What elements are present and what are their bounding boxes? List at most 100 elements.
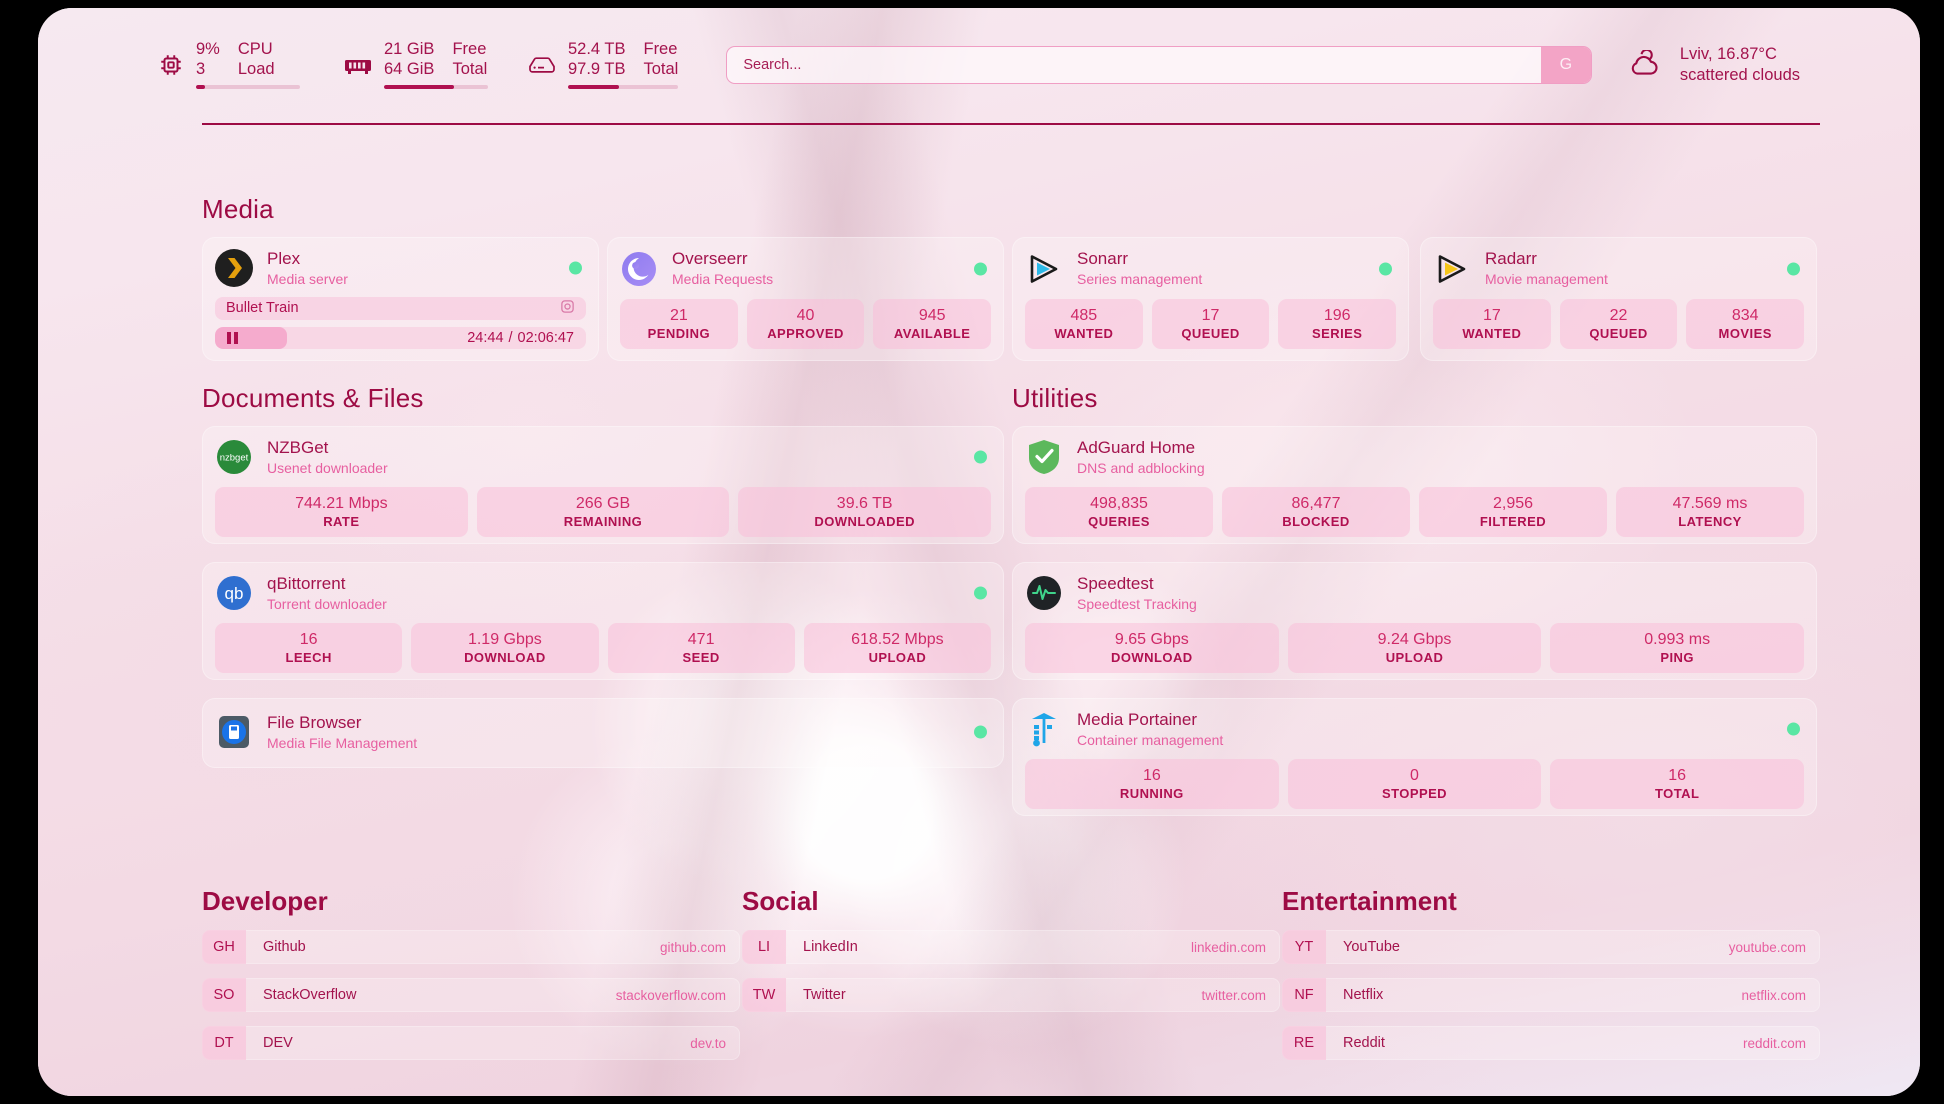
metric-available-value: 945 [918, 307, 946, 324]
sonarr-subtitle: Series management [1077, 271, 1203, 288]
memory-total-value: 64 GiB [384, 60, 435, 78]
service-card-speedtest[interactable]: Speedtest Speedtest Tracking 9.65 Gbps D… [1012, 562, 1817, 680]
metric-blocked-label: BLOCKED [1282, 514, 1350, 530]
section-title-media: Media [202, 194, 274, 224]
disk-labels: Free Total [643, 39, 678, 79]
metric-seed-value: 471 [687, 631, 715, 649]
bookmark-url: linkedin.com [1190, 939, 1266, 955]
dashboard-content: 9% 3 CPU Load [38, 8, 1920, 1096]
plex-now-playing-title: Bullet Train [226, 300, 299, 317]
metric-pending-value: 21 [669, 307, 688, 324]
metric-downloaded: 39.6 TB DOWNLOADED [738, 487, 992, 538]
sonarr-logo [1025, 250, 1063, 288]
metric-queued: 22 QUEUED [1559, 299, 1678, 349]
metric-movies-label: MOVIES [1718, 326, 1772, 341]
radarr-logo [1433, 250, 1471, 288]
metric-seed: 471 SEED [607, 623, 795, 674]
bookmark-linkedin[interactable]: LI LinkedIn linkedin.com [742, 930, 1280, 964]
service-card-plex[interactable]: Plex Media server Bullet Train 24:44 [202, 237, 599, 361]
metric-running: 16 RUNNING [1025, 759, 1279, 810]
service-card-adguard-home[interactable]: AdGuard Home DNS and adblocking 498,835 … [1012, 426, 1817, 544]
bookmark-dev[interactable]: DT DEV dev.to [202, 1026, 740, 1060]
cpu-usage-bar-fill [196, 85, 206, 90]
bookmark-netflix[interactable]: NF Netflix netflix.com [1282, 978, 1820, 1012]
metric-downloaded-label: DOWNLOADED [814, 514, 915, 530]
metric-available: 945 AVAILABLE [873, 299, 992, 349]
bookmark-abbr: LI [742, 930, 786, 964]
metric-running-label: RUNNING [1119, 786, 1184, 802]
nzbget-metrics: 744.21 Mbps RATE 266 GB REMAINING 39.6 T… [215, 487, 992, 538]
metric-upload-label: UPLOAD [868, 650, 927, 666]
metric-download: 1.19 Gbps DOWNLOAD [411, 623, 599, 674]
metric-upload-label: UPLOAD [1385, 650, 1444, 666]
metric-latency-value: 47.569 ms [1672, 495, 1748, 513]
bookmark-url: dev.to [690, 1035, 726, 1051]
metric-download-value: 9.65 Gbps [1114, 631, 1189, 649]
bookmark-twitter[interactable]: TW Twitter twitter.com [742, 978, 1280, 1012]
metric-movies-value: 834 [1731, 307, 1759, 324]
service-card-sonarr[interactable]: Sonarr Series management 485 WANTED 17 Q… [1012, 237, 1409, 361]
metric-filtered-value: 2,956 [1492, 495, 1534, 513]
weather-location-temperature: Lviv, 16.87°C [1679, 44, 1777, 63]
metric-total: 16 TOTAL [1550, 759, 1805, 810]
bookmark-group-title-developer: Developer [202, 886, 328, 916]
memory-label-free: Free [452, 39, 487, 58]
bookmark-abbr: DT [202, 1026, 246, 1060]
adguard-title: AdGuard Home [1077, 438, 1196, 457]
cast-icon[interactable] [560, 299, 575, 318]
search-bar[interactable]: G [726, 46, 1592, 84]
metric-wanted: 17 WANTED [1433, 299, 1551, 349]
metric-remaining-label: REMAINING [563, 514, 643, 530]
bookmark-youtube[interactable]: YT YouTube youtube.com [1282, 930, 1820, 964]
sonarr-metrics: 485 WANTED 17 QUEUED 196 SERIES [1025, 299, 1397, 349]
service-card-nzbget[interactable]: nzbget NZBGet Usenet downloader 744.21 M… [202, 426, 1004, 544]
bookmark-abbr: SO [202, 978, 246, 1012]
metric-wanted-value: 17 [1482, 307, 1501, 324]
plex-progress-bar[interactable]: 24:44 / 02:06:47 [215, 326, 586, 349]
plex-time-separator: / [508, 329, 513, 346]
metric-wanted-value: 485 [1070, 307, 1098, 324]
search-engine-button[interactable]: G [1540, 47, 1591, 83]
memory-labels: Free Total [452, 39, 487, 79]
bookmark-url: reddit.com [1742, 1035, 1806, 1051]
metric-leech: 16 LEECH [215, 623, 403, 674]
metric-movies: 834 MOVIES [1686, 299, 1805, 349]
disk-values: 52.4 TB 97.9 TB [568, 39, 625, 79]
metric-upload-value: 9.24 Gbps [1377, 631, 1452, 649]
weather-widget[interactable]: Lviv, 16.87°C scattered clouds [1626, 44, 1800, 87]
svg-text:qb: qb [225, 584, 244, 603]
cpu-stat-block: 9% 3 CPU Load [196, 39, 300, 91]
cpu-labels: CPU Load [238, 39, 275, 79]
speedtest-title: Speedtest [1077, 574, 1154, 593]
overseerr-subtitle: Media Requests [672, 271, 774, 288]
metric-available-label: AVAILABLE [893, 326, 971, 341]
cpu-values: 9% 3 [196, 39, 220, 79]
metric-wanted-label: WANTED [1462, 326, 1522, 341]
plex-subtitle: Media server [267, 271, 348, 288]
radarr-status-dot [1787, 262, 1800, 275]
service-card-file-browser[interactable]: File Browser Media File Management [202, 698, 1004, 768]
service-card-qbittorrent[interactable]: qb qBittorrent Torrent downloader 16 LEE… [202, 562, 1004, 680]
bookmark-group-title-entertainment: Entertainment [1282, 886, 1457, 916]
file-browser-logo [215, 713, 253, 751]
bookmark-abbr: RE [1282, 1026, 1326, 1060]
disk-label-free: Free [643, 39, 678, 58]
metric-queued-value: 22 [1609, 307, 1628, 324]
service-card-overseerr[interactable]: Overseerr Media Requests 21 PENDING 40 A… [607, 237, 1004, 361]
service-card-radarr[interactable]: Radarr Movie management 17 WANTED 22 QUE… [1420, 237, 1817, 361]
pause-icon[interactable] [227, 331, 238, 344]
qbittorrent-status-dot [974, 586, 987, 600]
metric-filtered: 2,956 FILTERED [1419, 487, 1607, 538]
bookmark-stackoverflow[interactable]: SO StackOverflow stackoverflow.com [202, 978, 740, 1012]
speedtest-logo [1025, 574, 1063, 612]
service-card-media-portainer[interactable]: Media Portainer Container management 16 … [1012, 698, 1817, 816]
top-bar: 9% 3 CPU Load [158, 26, 1800, 104]
metric-pending-label: PENDING [647, 326, 711, 341]
bookmark-name: StackOverflow [263, 987, 357, 1003]
bookmark-github[interactable]: GH Github github.com [202, 930, 740, 964]
metric-remaining: 266 GB REMAINING [476, 487, 730, 538]
bookmark-reddit[interactable]: RE Reddit reddit.com [1282, 1026, 1820, 1060]
search-input[interactable] [727, 47, 1541, 83]
file-browser-subtitle: Media File Management [267, 734, 418, 751]
metric-stopped: 0 STOPPED [1287, 759, 1542, 810]
